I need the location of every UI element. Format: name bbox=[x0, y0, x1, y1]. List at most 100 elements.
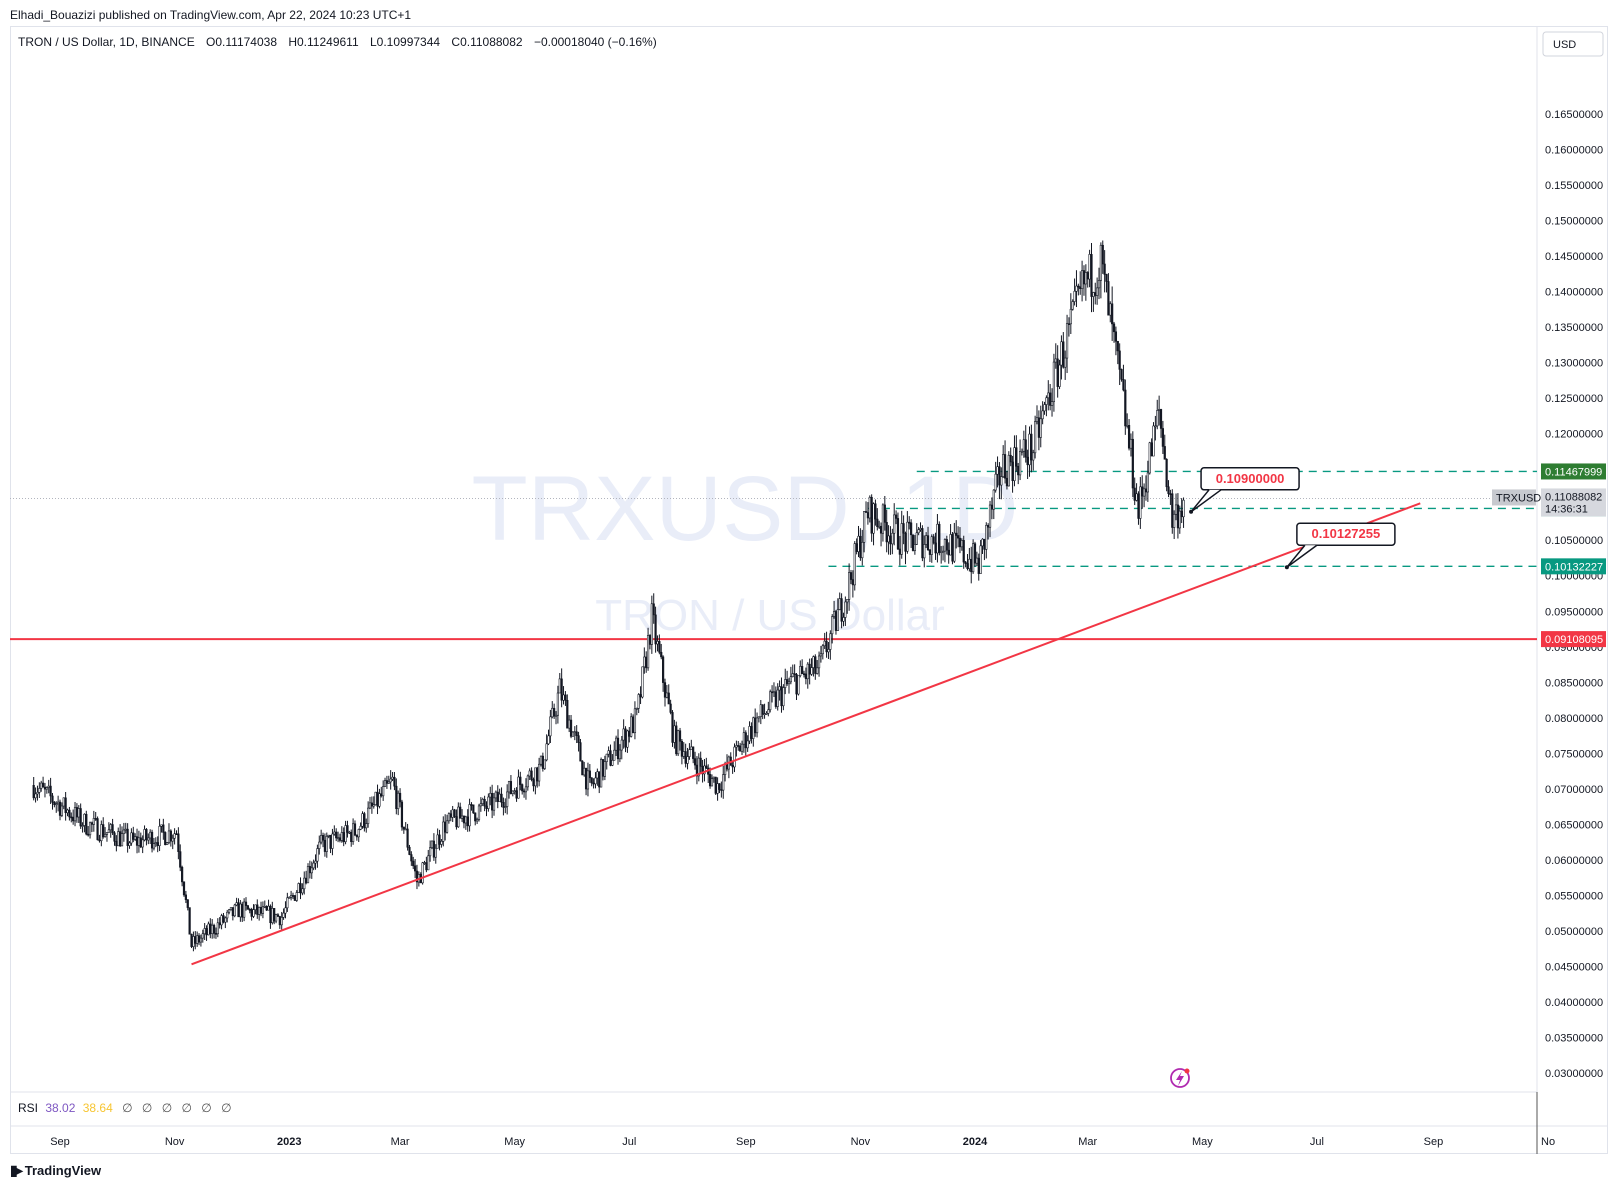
candle bbox=[618, 744, 621, 763]
candle bbox=[1094, 282, 1097, 305]
trendline-group[interactable] bbox=[191, 502, 1421, 966]
candle-body bbox=[972, 543, 975, 573]
candle bbox=[765, 711, 768, 715]
candle bbox=[122, 822, 125, 842]
candle-body bbox=[891, 532, 894, 545]
candle bbox=[985, 522, 988, 559]
candle bbox=[1141, 475, 1144, 509]
candle-body bbox=[1144, 488, 1148, 493]
price-axis[interactable]: 0.16500000 0.16000000 0.15500000 0.15000000… bbox=[1545, 109, 1603, 1080]
annotations[interactable]: 0.10900000 0.10127255 bbox=[1189, 467, 1396, 570]
candle-body bbox=[474, 812, 477, 822]
candle-body bbox=[1124, 389, 1127, 427]
candle-body bbox=[911, 534, 915, 551]
footer-brand[interactable]: ▮▸ TradingView bbox=[10, 1162, 101, 1179]
candle bbox=[160, 824, 163, 833]
candle-body bbox=[1077, 285, 1080, 288]
y-tick-label: 0.15500000 bbox=[1545, 180, 1603, 192]
candle bbox=[571, 731, 575, 737]
currency-button[interactable] bbox=[1542, 31, 1604, 57]
candle bbox=[357, 828, 360, 843]
candle-body bbox=[171, 837, 174, 842]
candle bbox=[278, 915, 281, 929]
candle-body bbox=[988, 504, 992, 528]
candle bbox=[913, 535, 916, 555]
candle bbox=[1101, 240, 1104, 274]
candle-body bbox=[425, 862, 428, 871]
candle bbox=[246, 904, 249, 910]
candle bbox=[693, 751, 697, 770]
candle-body bbox=[430, 840, 434, 848]
candle bbox=[921, 525, 924, 562]
candle-body bbox=[526, 775, 529, 788]
candle bbox=[1116, 340, 1119, 365]
candle bbox=[402, 826, 405, 834]
candle bbox=[500, 787, 503, 808]
candle bbox=[190, 933, 193, 949]
candle bbox=[181, 865, 184, 887]
candle bbox=[910, 519, 913, 548]
candle-body bbox=[338, 837, 342, 841]
symbol-legend[interactable]: TRON / US Dollar, 1D, BINANCE O0.1117403… bbox=[18, 35, 657, 49]
candle-body bbox=[494, 791, 497, 799]
candle-body bbox=[665, 692, 668, 698]
time-axis[interactable]: Sep Nov 2023 Mar May Jul Sep Nov 2024 Mar May Jul Se… bbox=[50, 1136, 1555, 1148]
candle-body bbox=[449, 813, 452, 818]
candle-body bbox=[588, 770, 591, 779]
candle bbox=[526, 774, 529, 791]
candle-body bbox=[160, 824, 163, 827]
candle-body bbox=[1148, 442, 1151, 474]
rsi-legend[interactable]: RSI 38.02 38.64 ∅ ∅ ∅ ∅ ∅ ∅ bbox=[18, 1101, 232, 1115]
candle-body bbox=[70, 816, 73, 819]
candle bbox=[355, 834, 358, 841]
candle bbox=[588, 764, 591, 783]
candle bbox=[214, 927, 218, 939]
legend-low: L0.10997344 bbox=[369, 35, 441, 49]
candle-body bbox=[100, 824, 103, 842]
candle bbox=[626, 729, 629, 753]
candle bbox=[252, 904, 255, 919]
candle-body bbox=[515, 790, 518, 799]
candle bbox=[1112, 321, 1116, 343]
candle-body bbox=[207, 923, 210, 936]
candle-body bbox=[64, 797, 67, 814]
candle bbox=[541, 752, 544, 772]
candle-body bbox=[370, 802, 373, 807]
candle bbox=[1105, 273, 1108, 293]
candle bbox=[43, 782, 47, 798]
candle bbox=[692, 746, 695, 764]
candle bbox=[519, 771, 522, 791]
candle-body bbox=[179, 851, 182, 868]
candle-body bbox=[280, 917, 283, 926]
y-tick-label: 0.10500000 bbox=[1545, 535, 1603, 547]
x-tick-label: Sep bbox=[736, 1136, 756, 1148]
flash-icon[interactable] bbox=[1170, 1068, 1190, 1088]
candle-body bbox=[252, 909, 255, 917]
candle bbox=[400, 799, 404, 831]
candle-body bbox=[1127, 425, 1131, 449]
ascending-trendline bbox=[191, 502, 1421, 966]
candle-body bbox=[718, 783, 721, 790]
candle bbox=[115, 835, 118, 852]
candle-body bbox=[1034, 421, 1037, 454]
candle bbox=[844, 596, 847, 626]
candle-body bbox=[216, 922, 219, 935]
candle-body bbox=[607, 750, 610, 755]
candle-body bbox=[498, 793, 501, 802]
candle bbox=[607, 746, 610, 758]
candle bbox=[1020, 448, 1024, 456]
candle bbox=[346, 820, 349, 838]
candle-body bbox=[810, 667, 813, 675]
candle-body bbox=[36, 792, 39, 795]
candle bbox=[83, 813, 86, 833]
candle bbox=[712, 776, 715, 783]
candle-body bbox=[38, 788, 41, 793]
candle-body bbox=[483, 799, 486, 807]
candle-body bbox=[1050, 401, 1054, 406]
candle-body bbox=[628, 730, 631, 737]
rsi-na-5: ∅ bbox=[201, 1101, 212, 1115]
candle bbox=[906, 511, 909, 554]
candle-body bbox=[479, 803, 482, 807]
candle bbox=[466, 809, 469, 832]
